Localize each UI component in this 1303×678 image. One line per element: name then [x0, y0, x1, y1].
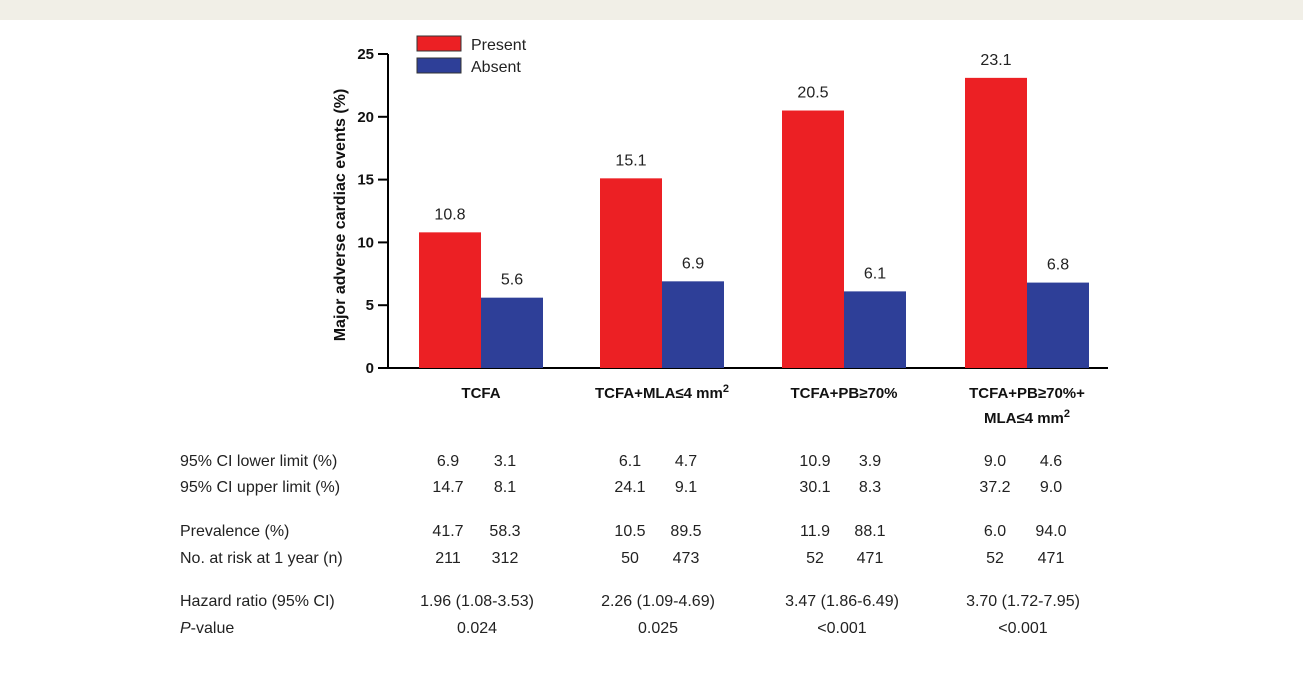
data-label: 10.8: [434, 206, 465, 223]
cell-present: 30.1: [799, 479, 831, 496]
cell-present: 11.9: [800, 523, 830, 540]
bar-present: [782, 110, 844, 369]
cell-value: 0.024: [456, 620, 498, 637]
cell-absent: 89.5: [670, 523, 702, 540]
row-label-text: 95% CI lower limit (%): [180, 453, 338, 470]
cell-absent: 312: [491, 550, 519, 567]
category-label: TCFA: [461, 385, 500, 402]
bar-absent: [844, 291, 906, 368]
bar-present: [965, 77, 1027, 368]
row-label: No. at risk at 1 year (n): [180, 550, 343, 568]
data-label: 20.5: [797, 85, 828, 102]
row-label-text: Hazard ratio (95% CI): [180, 593, 335, 610]
cell-present: 50: [621, 550, 639, 567]
cell-value: 0.025: [637, 620, 679, 637]
row-label-text: 95% CI upper limit (%): [180, 479, 341, 496]
figure-panel: 0 5 10 15 20 25 Major adverse cardiac events (…: [0, 20, 1303, 678]
cell-absent: 471: [1037, 550, 1065, 567]
cell-absent: 4.6: [1039, 453, 1063, 470]
row-label: P-value: [180, 620, 234, 638]
bar-present: [600, 178, 662, 368]
row-label-text: No. at risk at 1 year (n): [180, 550, 343, 567]
cell-absent: 9.0: [1039, 479, 1063, 496]
data-label: 5.6: [501, 272, 523, 289]
legend-swatch-absent: [416, 57, 462, 74]
cell-absent: 9.1: [674, 479, 698, 496]
cell-absent: 88.1: [854, 523, 886, 540]
row-label: 95% CI upper limit (%): [180, 479, 340, 497]
cell-absent: 94.0: [1035, 523, 1067, 540]
data-label: 6.8: [1047, 257, 1069, 274]
bar-absent: [481, 297, 543, 368]
cell-present: 52: [806, 550, 824, 567]
y-tick-label: 15: [357, 172, 374, 189]
cell-present: 10.5: [614, 523, 646, 540]
cell-absent: 471: [856, 550, 884, 567]
y-tick-label: 25: [357, 46, 374, 63]
cell-absent: 3.9: [858, 453, 882, 470]
row-label: 95% CI lower limit (%): [180, 453, 337, 471]
cell-value: 3.47 (1.86-6.49): [785, 593, 899, 610]
data-label: 6.9: [682, 255, 704, 272]
data-label: 23.1: [980, 52, 1011, 69]
legend-swatch-present: [416, 35, 462, 52]
category-label: TCFA+PB≥70%: [790, 385, 897, 402]
cell-absent: 473: [672, 550, 700, 567]
y-axis-title: Major adverse cardiac events (%): [332, 89, 349, 342]
cell-present: 24.1: [614, 479, 646, 496]
cell-value: 1.96 (1.08-3.53): [420, 593, 534, 610]
data-label: 15.1: [615, 152, 646, 169]
y-tick-label: 0: [366, 360, 374, 377]
cell-present: 41.7: [432, 523, 464, 540]
cell-value: <0.001: [817, 620, 867, 637]
cell-present: 37.2: [979, 479, 1011, 496]
data-label: 6.1: [864, 265, 886, 282]
cell-present: 52: [986, 550, 1004, 567]
legend-label: Absent: [471, 59, 521, 76]
y-tick-label: 5: [366, 297, 374, 314]
category-label: TCFA+MLA≤4 mm2: [595, 383, 729, 402]
cell-present: 6.9: [436, 453, 460, 470]
cell-absent: 3.1: [493, 453, 517, 470]
bar-present: [419, 232, 481, 368]
y-tick-label: 10: [357, 234, 374, 251]
cell-present: 6.1: [618, 453, 642, 470]
row-label: Prevalence (%): [180, 523, 289, 541]
category-label: TCFA+PB≥70%+: [969, 385, 1085, 402]
cell-absent: 4.7: [674, 453, 698, 470]
cell-present: 211: [435, 550, 461, 567]
cell-present: 6.0: [983, 523, 1007, 540]
cell-present: 14.7: [432, 479, 464, 496]
cell-absent: 8.3: [858, 479, 882, 496]
row-label: Hazard ratio (95% CI): [180, 593, 335, 611]
cell-absent: 8.1: [493, 479, 517, 496]
cell-value: <0.001: [998, 620, 1048, 637]
cell-value: 3.70 (1.72-7.95): [966, 593, 1080, 610]
row-label-italic: P: [180, 620, 191, 637]
y-tick-label: 20: [357, 109, 374, 126]
cell-present: 10.9: [799, 453, 831, 470]
bar-chart: 0 5 10 15 20 25 Major adverse cardiac events (…: [332, 35, 1108, 427]
row-label-text: Prevalence (%): [180, 523, 290, 540]
cell-present: 9.0: [983, 453, 1007, 470]
category-label: MLA≤4 mm2: [984, 408, 1070, 427]
bar-absent: [662, 281, 724, 368]
cell-value: 2.26 (1.09-4.69): [601, 593, 715, 610]
cell-absent: 58.3: [489, 523, 521, 540]
bar-absent: [1027, 282, 1089, 368]
legend-label: Present: [471, 37, 527, 54]
row-label-text: -value: [190, 620, 235, 637]
